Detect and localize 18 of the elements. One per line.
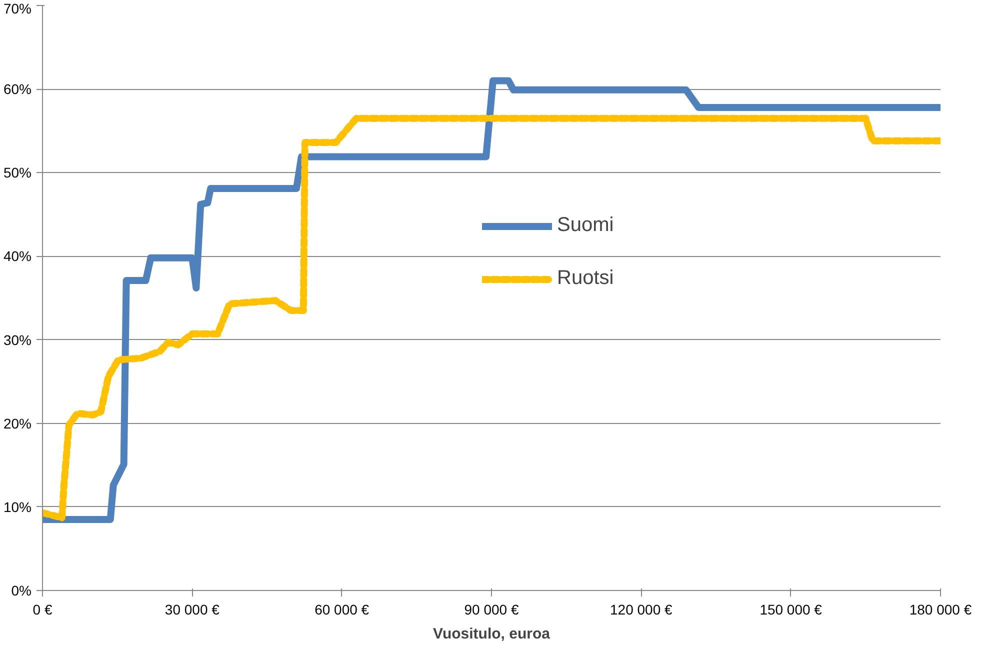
x-tick-label: 120 000 €: [610, 602, 673, 618]
x-axis-title: Vuositulo, euroa: [433, 626, 551, 642]
y-tick-label: 60%: [3, 81, 32, 98]
x-tick-label: 60 000 €: [314, 602, 370, 618]
y-tick-label: 50%: [3, 164, 32, 181]
y-tick-label: 40%: [3, 248, 32, 264]
legend-label: Suomi: [557, 214, 614, 237]
x-tick-label: 90 000 €: [464, 602, 519, 618]
x-tick-label: 30 000 €: [164, 602, 220, 618]
legend-label: Ruotsi: [557, 267, 614, 290]
y-tick-label: 30%: [3, 332, 32, 348]
x-tick-label: 0 €: [32, 602, 52, 618]
y-tick-label: 20%: [3, 415, 32, 432]
y-tick-label: 10%: [3, 498, 32, 515]
x-tick-label: 180 000 €: [909, 602, 972, 618]
x-tick-label: 150 000 €: [760, 602, 822, 618]
y-tick-label: 0%: [11, 582, 32, 598]
y-tick-label: 70%: [3, 0, 32, 16]
